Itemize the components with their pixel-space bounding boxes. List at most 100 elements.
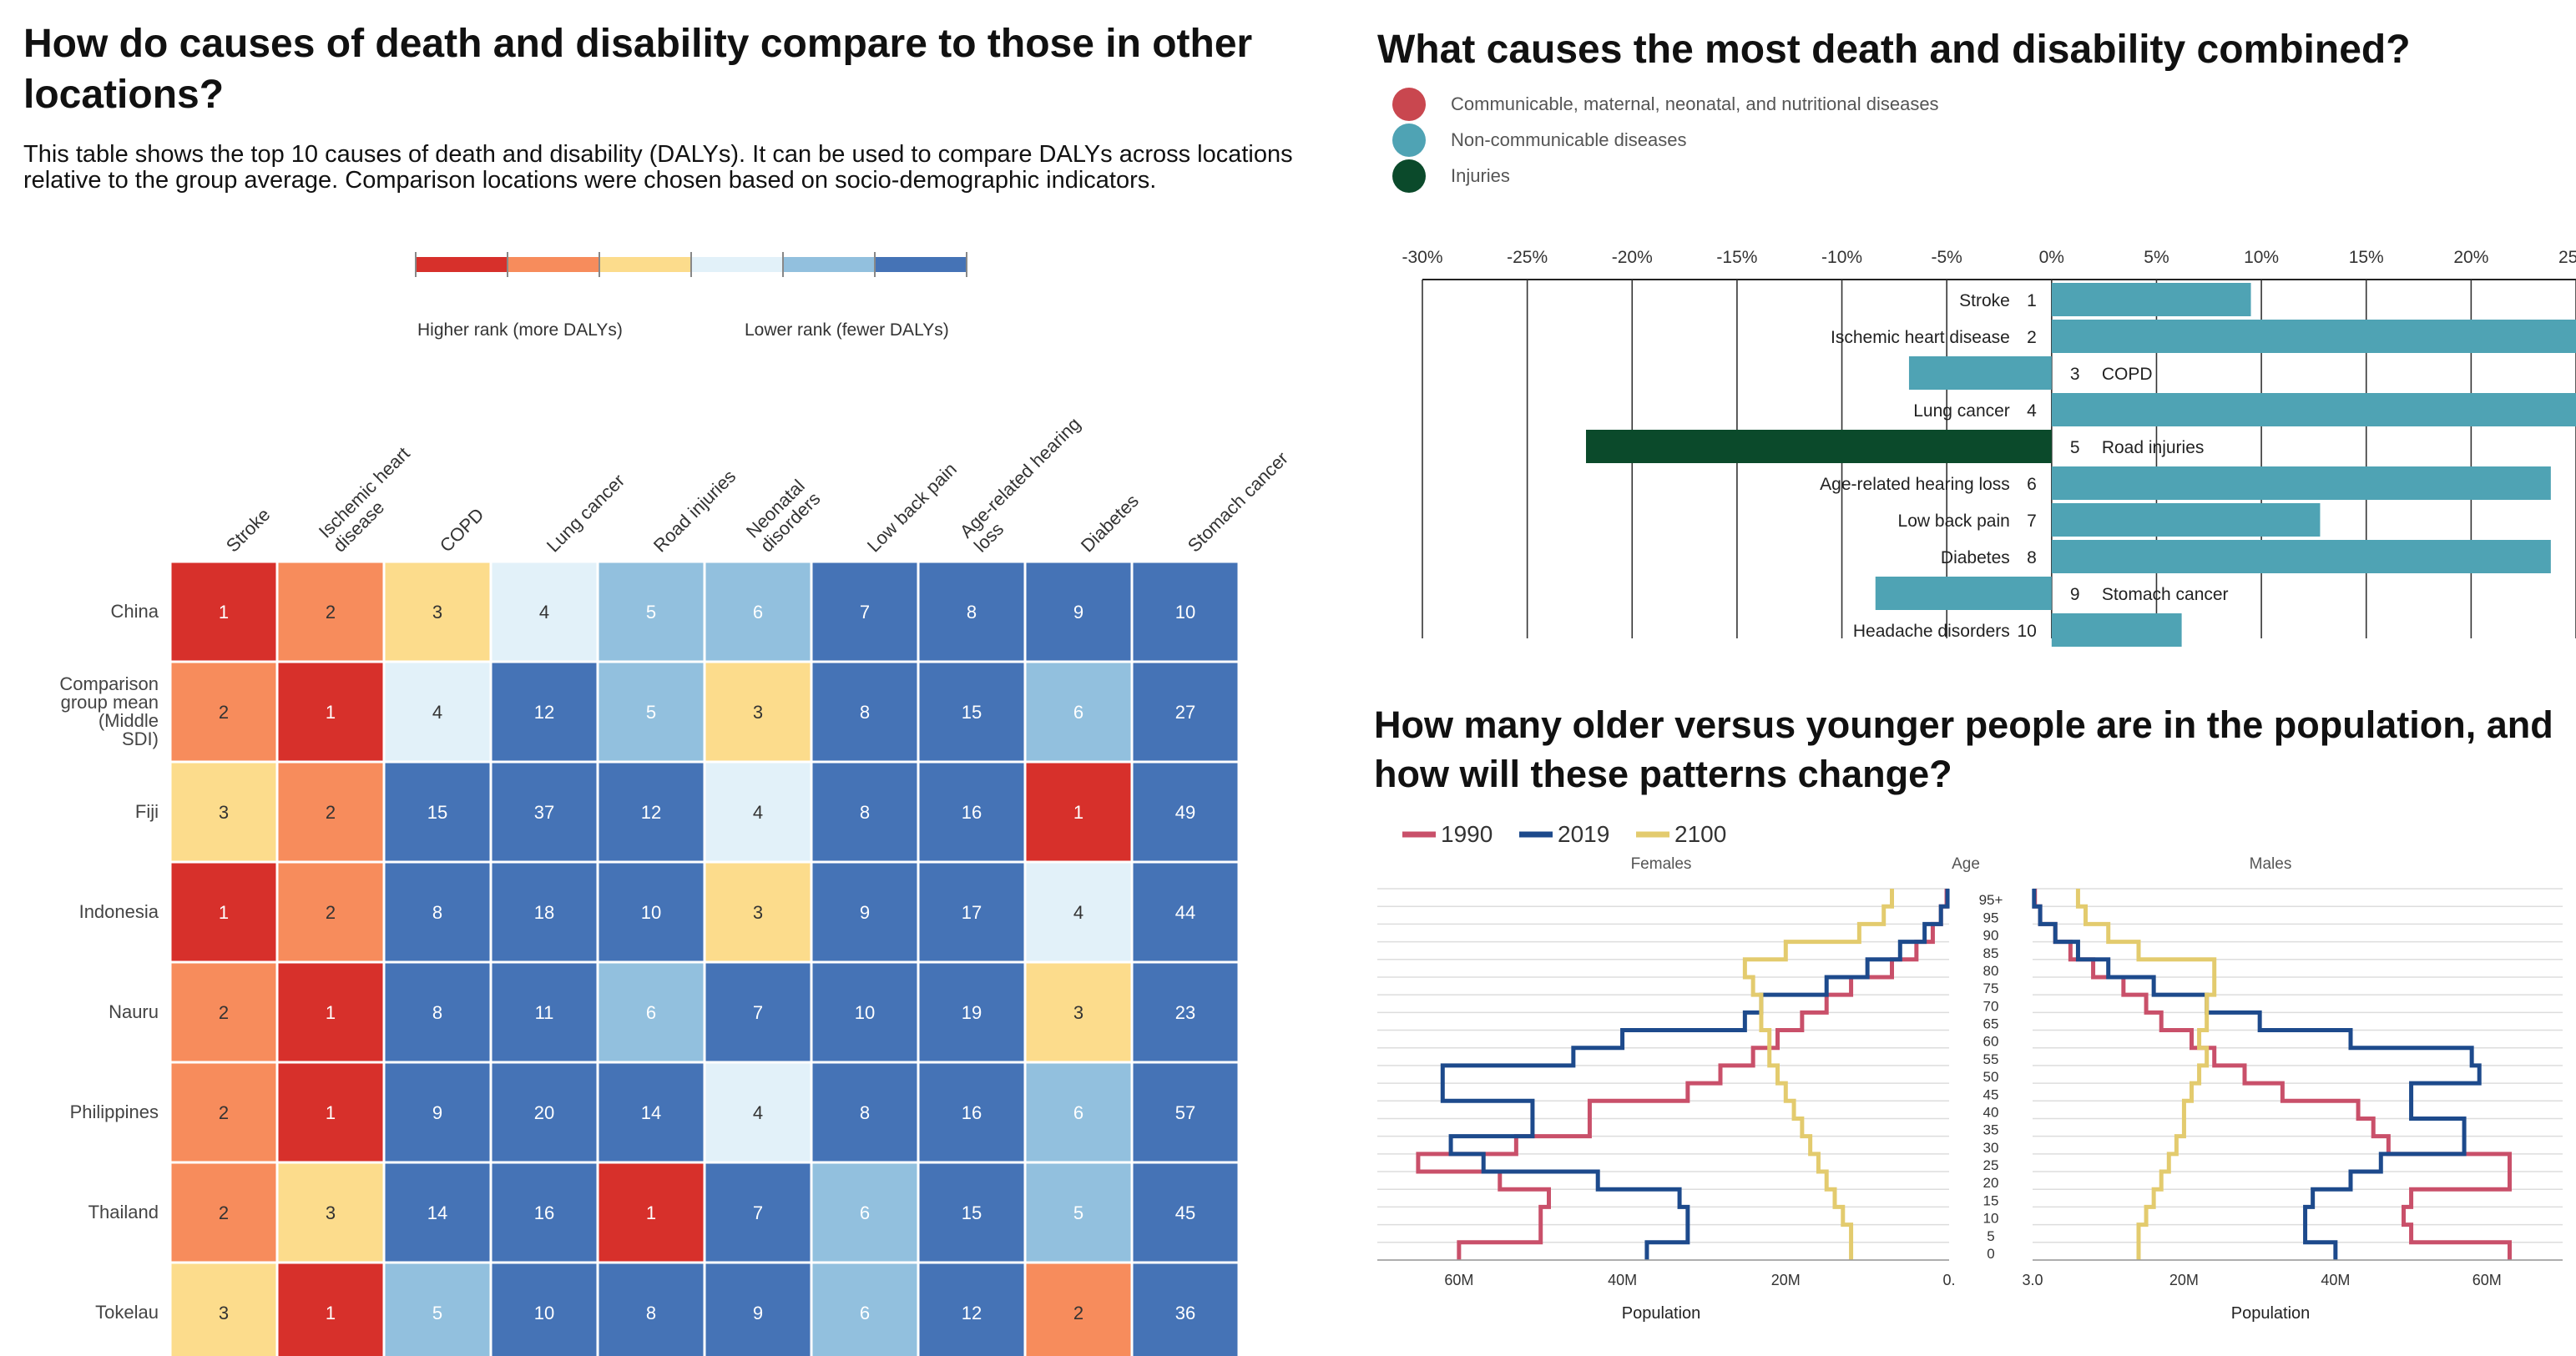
heatmap-cell-value: 5 (1073, 1202, 1083, 1223)
heatmap-cell (489, 960, 599, 1064)
heatmap-cell-value: 10 (855, 1002, 875, 1023)
daly-bar (2051, 466, 2551, 500)
bar-cause-label: Headache disorders (1853, 622, 2010, 641)
legend-high-label: Higher rank (more DALYs) (417, 320, 623, 340)
pyramid-title: How many older versus younger people are… (1374, 703, 2553, 795)
legend-communicable-swatch (1392, 88, 1426, 121)
heatmap-cell-value: 3 (753, 702, 763, 723)
heatmap-cell (1023, 1261, 1134, 1356)
column-header-label: Stomach cancer (1184, 447, 1292, 556)
age-tick-label: 60 (1983, 1034, 1999, 1050)
scale-swatch (599, 257, 691, 272)
heatmap-cell-value: 6 (753, 602, 763, 623)
bar-rank: 10 (2017, 622, 2036, 641)
legend-communicable: Communicable, maternal, neonatal, and nu… (1392, 88, 1939, 121)
column-header: COPD (436, 504, 488, 557)
heatmap-cell-value: 14 (641, 1102, 661, 1123)
legend-ncd-swatch (1392, 124, 1426, 157)
scale-swatch (783, 257, 875, 272)
age-label: Age (1952, 855, 1980, 873)
heatmap-cell-value: 2 (219, 1202, 229, 1223)
age-tick-label: 55 (1983, 1051, 1999, 1067)
heatmap-cell (1130, 960, 1240, 1064)
heatmap-description: This table shows the top 10 causes of de… (23, 141, 1293, 194)
heatmap-cell-value: 8 (860, 702, 870, 723)
heatmap-cell-value: 12 (641, 802, 661, 823)
heatmap-cell-value: 2 (326, 902, 336, 923)
bar-cause-label: Stomach cancer (2102, 585, 2229, 604)
heatmap-cell (1130, 1261, 1240, 1356)
heatmap-cell-value: 9 (432, 1102, 442, 1123)
age-tick-label: 0 (1987, 1246, 1994, 1262)
age-tick-label: 45 (1983, 1086, 1999, 1102)
female-x-tick: 0. (1942, 1272, 1955, 1288)
heatmap-cell-value: 5 (646, 602, 656, 623)
heatmap-cell-value: 2 (219, 1102, 229, 1123)
daly-bar (1875, 577, 2052, 610)
daly-bar (2051, 503, 2321, 537)
males-label: Males (2250, 855, 2292, 873)
heatmap-cell (275, 960, 386, 1064)
heatmap-cell (703, 1161, 813, 1264)
column-header-label: Low back pain (863, 458, 961, 556)
scale-swatch (875, 257, 967, 272)
heatmap-cell-value: 6 (646, 1002, 656, 1023)
male-x-tick: 40M (2321, 1272, 2350, 1288)
daly-bar (2051, 613, 2182, 647)
female-x-tick: 60M (1444, 1272, 1473, 1288)
scale-swatch (416, 257, 508, 272)
bar-rank: 7 (2027, 512, 2037, 531)
heatmap-cell-value: 7 (753, 1202, 763, 1223)
heatmap-cell-value: 1 (219, 602, 229, 623)
bar-rank: 9 (2070, 585, 2080, 604)
heatmap-cell (169, 860, 279, 964)
pyramid-legend-label: 2100 (1674, 821, 1726, 847)
heatmap-cell-value: 3 (326, 1202, 336, 1223)
row-label: Indonesia (79, 901, 159, 922)
heatmap-cell-value: 4 (753, 1102, 763, 1123)
x-tick-label: -25% (1507, 248, 1548, 267)
heatmap-cell (1130, 1061, 1240, 1164)
age-tick-label: 90 (1983, 928, 1999, 944)
daly-bar (1585, 430, 2052, 463)
pyramid-axis: 60M 40M 20M 0. 3.0 20M 40M 60M (1377, 1259, 2563, 1288)
heatmap-cell (810, 960, 920, 1064)
pyramid-legend-label: 1990 (1441, 821, 1493, 847)
heatmap-cell-value: 2 (219, 702, 229, 723)
heatmap-cell (382, 760, 492, 864)
heatmap-cell (596, 560, 706, 663)
heatmap-cell (810, 760, 920, 864)
heatmap-cell-value: 15 (962, 1202, 982, 1223)
row-label: Fiji (135, 801, 159, 822)
heatmap-cell-value: 1 (326, 1102, 336, 1123)
bar-cause-label: COPD (2102, 365, 2153, 384)
daly-bar (2051, 393, 2576, 426)
heatmap-cell (169, 1161, 279, 1264)
heatmap-cell (382, 660, 492, 764)
male-series-2019 (2032, 889, 2482, 1260)
heatmap-cell-value: 9 (860, 902, 870, 923)
heatmap-cell (917, 660, 1027, 764)
row-label: Nauru (109, 1001, 159, 1022)
heatmap-cell-value: 6 (860, 1202, 870, 1223)
x-tick-label: -5% (1932, 248, 1962, 267)
heatmap-cell-value: 1 (326, 1002, 336, 1023)
heatmap-cell (489, 560, 599, 663)
pyramid-legend: 1990 2019 2100 (1402, 821, 1726, 847)
heatmap-cell (596, 660, 706, 764)
heatmap-cell (382, 860, 492, 964)
male-x-tick: 60M (2472, 1272, 2502, 1288)
female-series-1990 (1416, 889, 1949, 1260)
age-tick-label: 35 (1983, 1122, 1999, 1138)
heatmap-cell-value: 1 (1073, 802, 1083, 823)
male-series-2100 (2075, 889, 2217, 1260)
heatmap-cell-value: 15 (962, 702, 982, 723)
heatmap-cell (1023, 760, 1134, 864)
heatmap-cell (596, 1261, 706, 1356)
heatmap-cell (917, 1161, 1027, 1264)
age-tick-label: 10 (1983, 1211, 1999, 1227)
legend-communicable-label: Communicable, maternal, neonatal, and nu… (1451, 93, 1939, 114)
heatmap-cell (169, 760, 279, 864)
heatmap-cell-value: 18 (534, 902, 554, 923)
